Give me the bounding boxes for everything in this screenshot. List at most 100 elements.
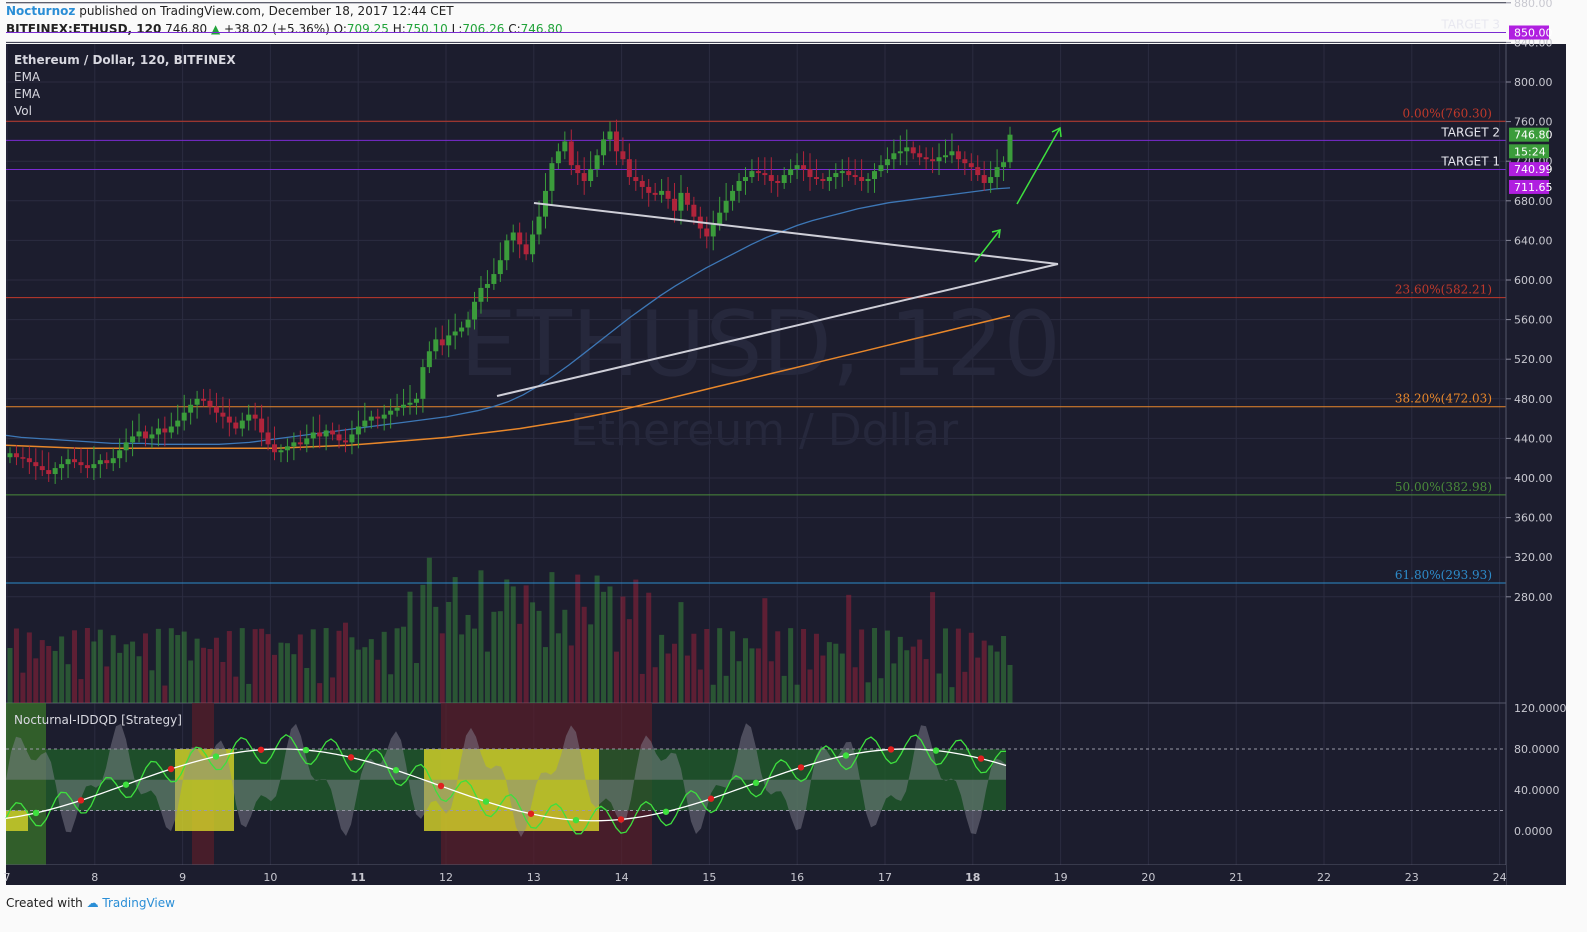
candle-body: [368, 416, 374, 421]
osc-signal-dot: [32, 809, 40, 817]
osc-zone: [6, 703, 46, 865]
osc-signal-dot: [527, 810, 535, 817]
candle: [749, 159, 755, 183]
legend-ema-fast[interactable]: EMA: [14, 70, 41, 84]
osc-signal-dot: [437, 782, 445, 790]
candle-body: [175, 420, 181, 427]
candle: [381, 404, 387, 431]
volume-bar: [381, 631, 387, 703]
price-tick-label: 480.00: [1514, 393, 1553, 406]
volume-bar: [472, 628, 478, 703]
candle: [433, 327, 439, 360]
candle-body: [988, 177, 994, 183]
osc-signal-dot: [77, 797, 85, 804]
price-tick-label: 320.00: [1514, 551, 1553, 564]
osc-signal-dot: [167, 765, 175, 773]
volume-bar: [13, 628, 19, 703]
volume-bar: [897, 636, 903, 703]
candle: [820, 173, 826, 189]
volume-bar: [304, 668, 310, 703]
candle-body: [142, 431, 148, 439]
candle-body: [555, 151, 561, 164]
osc-signal-dot: [257, 746, 265, 753]
candle: [33, 448, 39, 480]
publish-info: Nocturnoz published on TradingView.com, …: [6, 4, 454, 18]
price-tick-label: 520.00: [1514, 353, 1553, 366]
candle-body: [659, 190, 665, 195]
volume-bar: [278, 642, 284, 703]
volume-bar: [872, 628, 878, 703]
candle: [104, 452, 110, 470]
candle: [917, 145, 923, 166]
price-tag-bg: [1509, 162, 1549, 177]
candle-body: [78, 462, 84, 466]
candle: [155, 418, 161, 447]
candle: [575, 151, 581, 185]
candle: [910, 141, 916, 160]
candle: [768, 157, 774, 193]
volume-bar: [788, 628, 794, 703]
time-tick-label: 15: [702, 871, 716, 884]
candle-body: [665, 190, 671, 199]
volume-bar: [691, 633, 697, 703]
candle: [207, 388, 213, 415]
candle: [136, 413, 142, 443]
candle-body: [788, 169, 794, 176]
price-tag-bg: [1509, 127, 1549, 142]
legend-volume[interactable]: Vol: [14, 104, 32, 118]
time-axis[interactable]: 7 8 9 10 11 12 13 14 15 16 17 18 19 20 21 22 23 24: [4, 864, 1507, 885]
volume-bar: [497, 611, 503, 703]
candle-body: [97, 460, 103, 465]
candle: [349, 420, 355, 455]
oscillator-pane[interactable]: [5, 703, 1506, 865]
candle-body: [349, 434, 355, 443]
candle: [833, 163, 839, 189]
time-tick-label: 13: [527, 871, 541, 884]
time-tick-label: 12: [439, 871, 453, 884]
candle-body: [272, 444, 278, 453]
candle-body: [801, 165, 807, 170]
price-tag-bg: [1509, 144, 1549, 159]
price-tick-label: 360.00: [1514, 512, 1553, 525]
candle-body: [181, 412, 187, 421]
volume-bar: [801, 629, 807, 703]
osc-signal-dot: [887, 746, 895, 753]
candle-body: [975, 167, 981, 176]
volume-bar: [749, 648, 755, 703]
volume-bar: [510, 586, 516, 703]
candle: [175, 404, 181, 435]
candle-body: [942, 155, 948, 158]
volume-bar: [775, 631, 781, 703]
volume-bar: [330, 677, 336, 703]
candle: [949, 133, 955, 164]
candle: [962, 151, 968, 176]
candle-body: [459, 327, 465, 332]
candle: [362, 402, 368, 433]
candle-body: [207, 400, 213, 407]
volume-bar: [452, 577, 458, 703]
volume-bar: [620, 596, 626, 703]
volume-bar: [962, 671, 968, 703]
candle: [601, 131, 607, 166]
legend-ema-slow[interactable]: EMA: [14, 87, 41, 101]
tradingview-link[interactable]: TradingView: [102, 896, 175, 910]
volume-bar: [936, 673, 942, 703]
author-link[interactable]: Nocturnoz: [6, 4, 76, 18]
candle: [659, 179, 665, 203]
volume-bar: [923, 659, 929, 703]
candle-body: [613, 131, 619, 152]
candle-body: [342, 440, 348, 443]
candle-body: [59, 464, 65, 469]
candle: [284, 438, 290, 463]
indicator-title[interactable]: Nocturnal-IDDQD [Strategy]: [14, 713, 182, 727]
volume-bar: [794, 684, 800, 703]
volume-bar: [413, 663, 419, 703]
candle: [317, 414, 323, 449]
osc-fast-line: [5, 733, 1007, 835]
price-tag: 746.80: [1514, 129, 1553, 142]
candle: [239, 412, 245, 437]
volume-bar: [226, 631, 232, 703]
volume-bar: [865, 682, 871, 703]
osc-tick-label: 120.0000: [1514, 702, 1567, 715]
